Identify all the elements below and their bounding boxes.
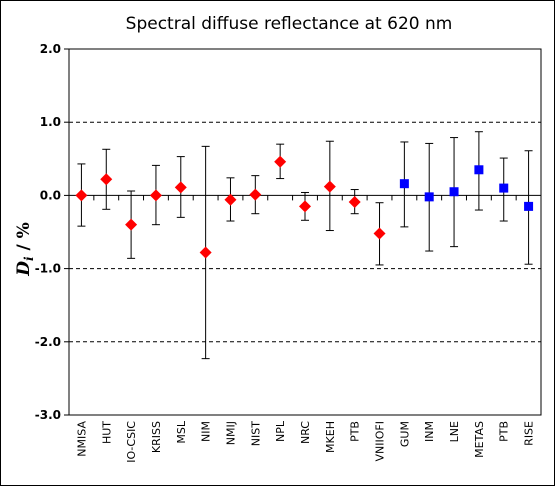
data-point-diamond xyxy=(100,173,113,186)
x-tick-label: HUT xyxy=(100,421,113,444)
y-tick-label: -1.0 xyxy=(35,262,61,276)
data-point-diamond xyxy=(125,218,138,231)
data-point-square xyxy=(399,179,409,189)
plot-area xyxy=(68,48,542,416)
y-tick-label: -3.0 xyxy=(35,408,61,422)
x-tick-label: NPL xyxy=(274,420,287,442)
y-axis-label-unit: / % xyxy=(14,222,34,256)
x-tick-label: KRISS xyxy=(150,421,163,453)
data-point-diamond xyxy=(75,189,88,202)
data-point-square xyxy=(524,201,534,211)
x-tick-label: NRC xyxy=(299,421,312,444)
x-tick-label: NIM xyxy=(200,421,213,442)
data-point-square xyxy=(424,192,434,202)
x-tick-label: MKEH xyxy=(324,421,337,453)
data-point-diamond xyxy=(373,227,386,240)
y-tick-label: 1.0 xyxy=(40,115,61,129)
x-tick-label: METAS xyxy=(473,421,486,458)
data-point-diamond xyxy=(199,246,212,259)
data-point-diamond xyxy=(249,188,262,201)
x-tick-label: INM xyxy=(423,421,436,442)
data-point-diamond xyxy=(323,180,336,193)
data-point-square xyxy=(474,165,484,175)
x-tick-label: NIST xyxy=(249,421,262,446)
x-tick-label: NMISA xyxy=(75,421,88,457)
data-point-diamond xyxy=(348,195,361,208)
x-tick-label: PTB xyxy=(498,421,511,442)
data-point-diamond xyxy=(149,189,162,202)
svg-text:Di / %: Di / % xyxy=(14,222,36,277)
y-tick-label: 2.0 xyxy=(40,42,61,56)
y-tick-label: -2.0 xyxy=(35,335,61,349)
data-point-diamond xyxy=(299,200,311,213)
x-tick-label: IO-CSIC xyxy=(125,421,138,463)
y-axis-label-sub: i xyxy=(22,256,36,261)
data-point-diamond xyxy=(274,155,287,168)
data-point-square xyxy=(499,183,509,193)
data-point-square xyxy=(449,187,459,197)
x-tick-label: NMIJ xyxy=(224,421,237,445)
data-point-diamond xyxy=(224,193,237,206)
x-tick-label: GUM xyxy=(398,421,411,447)
y-axis-label: Di / % xyxy=(14,222,36,277)
chart-title: Spectral diffuse reflectance at 620 nm xyxy=(126,14,453,34)
x-tick-label: LNE xyxy=(448,421,461,442)
x-tick-label: PTB xyxy=(349,421,362,442)
y-axis-label-main: D xyxy=(14,261,34,277)
x-tick-label: RISE xyxy=(523,421,536,446)
y-tick-label: 0.0 xyxy=(40,188,61,202)
data-point-diamond xyxy=(174,181,187,194)
x-tick-label: VNIIOFI xyxy=(374,421,387,461)
x-tick-label: MSL xyxy=(175,420,188,443)
